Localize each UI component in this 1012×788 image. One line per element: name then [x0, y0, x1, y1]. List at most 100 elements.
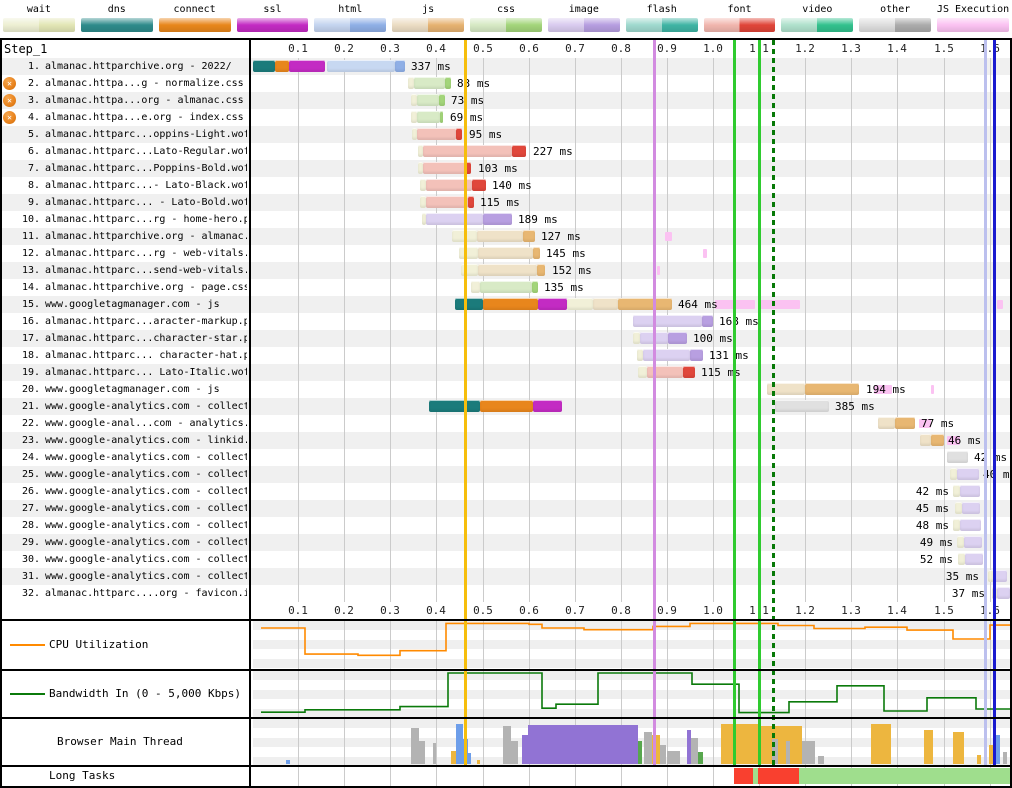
bar-segment-wait[interactable] — [471, 281, 480, 293]
bar-segment-wait[interactable] — [459, 247, 478, 259]
request-name-cell[interactable]: 13. almanac.httparc...send-web-vitals.js — [0, 262, 249, 279]
bar-segment-wait[interactable] — [637, 349, 643, 361]
request-name-cell[interactable]: ✕ 2. almanac.httpa...g - normalize.css — [0, 75, 249, 92]
bar-segment-js[interactable] — [593, 298, 618, 310]
request-row[interactable]: 25. www.google-analytics.com - collect 40 … — [0, 466, 1012, 483]
bar-segment-connect[interactable] — [483, 298, 538, 310]
request-name-cell[interactable]: 20. www.googletagmanager.com - js — [0, 381, 249, 398]
request-row[interactable]: ✕ 2. almanac.httpa...g - normalize.css 83 m… — [0, 75, 1012, 92]
bar-segment-connect[interactable] — [275, 60, 289, 72]
bar-segment-dns[interactable] — [455, 298, 483, 310]
bar-segment-font[interactable] — [426, 196, 468, 208]
request-row[interactable]: 31. www.google-analytics.com - collect 35 … — [0, 568, 1012, 585]
request-name-cell[interactable]: 31. www.google-analytics.com - collect — [0, 568, 249, 585]
bar-segment-wait[interactable] — [408, 77, 414, 89]
bar-segment-dns[interactable] — [429, 400, 480, 412]
bar-segment-img[interactable] — [994, 570, 1007, 582]
bar-segment-js[interactable] — [478, 247, 533, 259]
bar-segment-fontD[interactable] — [465, 162, 471, 174]
bar-segment-css[interactable] — [417, 111, 440, 123]
request-row[interactable]: 12. almanac.httparc...rg - web-vitals.js 1… — [0, 245, 1012, 262]
request-row[interactable]: 29. www.google-analytics.com - collect 49 … — [0, 534, 1012, 551]
request-name-cell[interactable]: 26. www.google-analytics.com - collect — [0, 483, 249, 500]
bar-segment-other[interactable] — [947, 451, 968, 463]
request-name-cell[interactable]: 14. almanac.httparchive.org - page.css — [0, 279, 249, 296]
bar-segment-wait[interactable] — [418, 145, 423, 157]
bar-segment-wait[interactable] — [420, 179, 426, 191]
bar-segment-img[interactable] — [965, 553, 983, 565]
request-name-cell[interactable]: 21. www.google-analytics.com - collect — [0, 398, 249, 415]
request-name-cell[interactable]: 7. almanac.httparc...Poppins-Bold.woff2 — [0, 160, 249, 177]
bar-segment-img[interactable] — [960, 485, 980, 497]
request-name-cell[interactable]: 28. www.google-analytics.com - collect — [0, 517, 249, 534]
bar-segment-wait[interactable] — [633, 332, 640, 344]
request-name-cell[interactable]: 30. www.google-analytics.com - collect — [0, 551, 249, 568]
bar-segment-wait[interactable] — [452, 230, 477, 242]
bar-segment-jsD[interactable] — [618, 298, 672, 310]
request-name-cell[interactable]: 16. almanac.httparc...aracter-markup.png — [0, 313, 249, 330]
bar-segment-wait[interactable] — [411, 111, 417, 123]
request-row[interactable]: 22. www.google-anal...com - analytics.js 7… — [0, 415, 1012, 432]
bar-segment-ssl[interactable] — [289, 60, 325, 72]
request-name-cell[interactable]: 22. www.google-anal...com - analytics.js — [0, 415, 249, 432]
request-row[interactable]: 19. almanac.httparc... Lato-Italic.woff2 1… — [0, 364, 1012, 381]
request-row[interactable]: 26. www.google-analytics.com - collect 42 … — [0, 483, 1012, 500]
bar-segment-img[interactable] — [640, 332, 668, 344]
request-row[interactable]: 14. almanac.httparchive.org - page.css 135… — [0, 279, 1012, 296]
bar-segment-ssl[interactable] — [533, 400, 562, 412]
request-row[interactable]: 1. almanac.httparchive.org - 2022/337 ms — [0, 58, 1012, 75]
bar-segment-img[interactable] — [962, 502, 980, 514]
request-row[interactable]: ✕ 3. almanac.httpa...org - almanac.css 73 m… — [0, 92, 1012, 109]
bar-segment-jsD[interactable] — [523, 230, 535, 242]
bar-segment-img[interactable] — [426, 213, 483, 225]
bar-segment-cssD[interactable] — [532, 281, 538, 293]
request-name-cell[interactable]: 5. almanac.httparc...oppins-Light.woff2 — [0, 126, 249, 143]
bar-segment-img[interactable] — [964, 536, 982, 548]
request-name-cell[interactable]: 11. almanac.httparchive.org - almanac.js — [0, 228, 249, 245]
request-name-cell[interactable]: 1. almanac.httparchive.org - 2022/ — [0, 58, 249, 75]
bar-segment-wait[interactable] — [461, 264, 478, 276]
bar-segment-wait[interactable] — [958, 553, 965, 565]
request-name-cell[interactable]: 32. almanac.httparc....org - favicon.ico — [0, 585, 249, 602]
bar-segment-jsD[interactable] — [805, 383, 859, 395]
bar-segment-dns[interactable] — [253, 60, 275, 72]
request-name-cell[interactable]: 24. www.google-analytics.com - collect — [0, 449, 249, 466]
request-row[interactable]: 23. www.google-analytics.com - linkid.js 4… — [0, 432, 1012, 449]
bar-segment-imgD[interactable] — [702, 315, 713, 327]
bar-segment-js[interactable] — [878, 417, 895, 429]
bar-segment-wait[interactable] — [957, 536, 964, 548]
request-name-cell[interactable]: 25. www.google-analytics.com - collect — [0, 466, 249, 483]
bar-segment-connect[interactable] — [480, 400, 533, 412]
request-name-cell[interactable]: 17. almanac.httparc...character-star.png — [0, 330, 249, 347]
request-name-cell[interactable]: 18. almanac.httparc... character-hat.png — [0, 347, 249, 364]
request-name-cell[interactable]: 6. almanac.httparc...Lato-Regular.woff2 — [0, 143, 249, 160]
request-row[interactable]: 28. www.google-analytics.com - collect 48 … — [0, 517, 1012, 534]
bar-segment-css[interactable] — [414, 77, 445, 89]
bar-segment-html[interactable] — [327, 60, 395, 72]
request-row[interactable]: 11. almanac.httparchive.org - almanac.js 1… — [0, 228, 1012, 245]
request-row[interactable]: 27. www.google-analytics.com - collect 45 … — [0, 500, 1012, 517]
request-row[interactable]: 18. almanac.httparc... character-hat.png 1… — [0, 347, 1012, 364]
bar-segment-js[interactable] — [767, 383, 805, 395]
bar-segment-cssD[interactable] — [439, 94, 445, 106]
request-name-cell[interactable]: ✕ 3. almanac.httpa...org - almanac.css — [0, 92, 249, 109]
bar-segment-wait[interactable] — [418, 162, 423, 174]
bar-segment-jsD[interactable] — [895, 417, 915, 429]
bar-segment-wait[interactable] — [638, 366, 647, 378]
request-row[interactable]: 5. almanac.httparc...oppins-Light.woff2 95… — [0, 126, 1012, 143]
bar-segment-img[interactable] — [633, 315, 702, 327]
bar-segment-wait[interactable] — [567, 298, 593, 310]
bar-segment-wait[interactable] — [411, 94, 417, 106]
bar-segment-fontD[interactable] — [468, 196, 474, 208]
request-name-cell[interactable]: 23. www.google-analytics.com - linkid.js — [0, 432, 249, 449]
request-row[interactable]: 13. almanac.httparc...send-web-vitals.js 1… — [0, 262, 1012, 279]
bar-segment-img[interactable] — [960, 519, 981, 531]
request-row[interactable]: 32. almanac.httparc....org - favicon.ico 3… — [0, 585, 1012, 602]
request-name-cell[interactable]: 12. almanac.httparc...rg - web-vitals.js — [0, 245, 249, 262]
request-name-cell[interactable]: 10. almanac.httparc...rg - home-hero.png — [0, 211, 249, 228]
bar-segment-ssl[interactable] — [538, 298, 567, 310]
bar-segment-jsD[interactable] — [931, 434, 944, 446]
bar-segment-css[interactable] — [480, 281, 532, 293]
bar-segment-wait[interactable] — [988, 570, 994, 582]
bar-segment-fontD[interactable] — [512, 145, 526, 157]
